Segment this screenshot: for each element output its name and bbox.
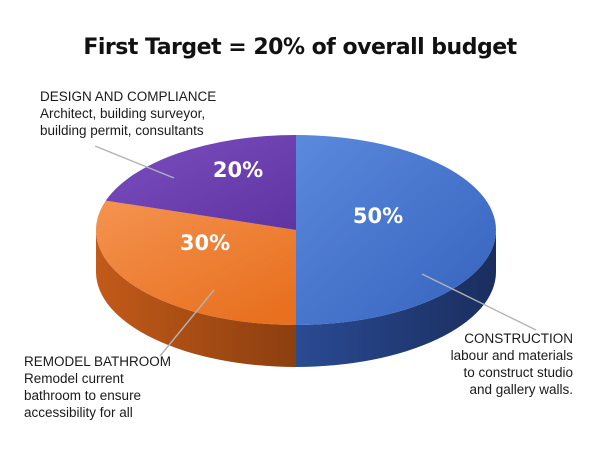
pie-side-remodel-bathroom (96, 230, 296, 367)
annotation-title-construction: CONSTRUCTION (464, 331, 573, 346)
value-label-construction: 50% (353, 204, 403, 228)
pie-slice-design-compliance (105, 135, 296, 230)
annotation-line-design-compliance: building permit, consultants (40, 123, 204, 138)
leader-lines (94, 145, 537, 357)
pie-slice-remodel-bathroom (95, 200, 296, 325)
pie-slices (95, 135, 496, 325)
leader-line-remodel-bathroom (159, 289, 215, 357)
annotation-line-remodel-bathroom: bathroom to ensure (24, 388, 141, 403)
value-label-design-compliance: 20% (213, 158, 263, 182)
slice-annotations: CONSTRUCTION labour and materials to const… (24, 89, 573, 420)
annotation-title-design-compliance: DESIGN AND COMPLIANCE (40, 89, 216, 104)
annotation-line-construction: and gallery walls. (469, 382, 573, 397)
chart-title: First Target = 20% of overall budget (83, 35, 517, 60)
annotation-line-construction: labour and materials (451, 348, 574, 363)
annotation-line-construction: to construct studio (463, 365, 573, 380)
value-label-remodel-bathroom: 30% (180, 231, 230, 255)
value-labels: 50% 30% 20% (180, 158, 403, 255)
annotation-title-remodel-bathroom: REMODEL BATHROOM (24, 354, 171, 369)
annotation-line-remodel-bathroom: Remodel current (24, 371, 124, 386)
leader-line-construction (421, 273, 537, 331)
annotation-line-design-compliance: Architect, building surveyor, (40, 106, 205, 121)
annotation-line-remodel-bathroom: accessibility for all (24, 405, 133, 420)
pie-slice-construction (296, 135, 496, 325)
pie-sides (96, 230, 496, 367)
pie-side-construction (296, 230, 496, 367)
leader-line-design-compliance (94, 145, 175, 179)
